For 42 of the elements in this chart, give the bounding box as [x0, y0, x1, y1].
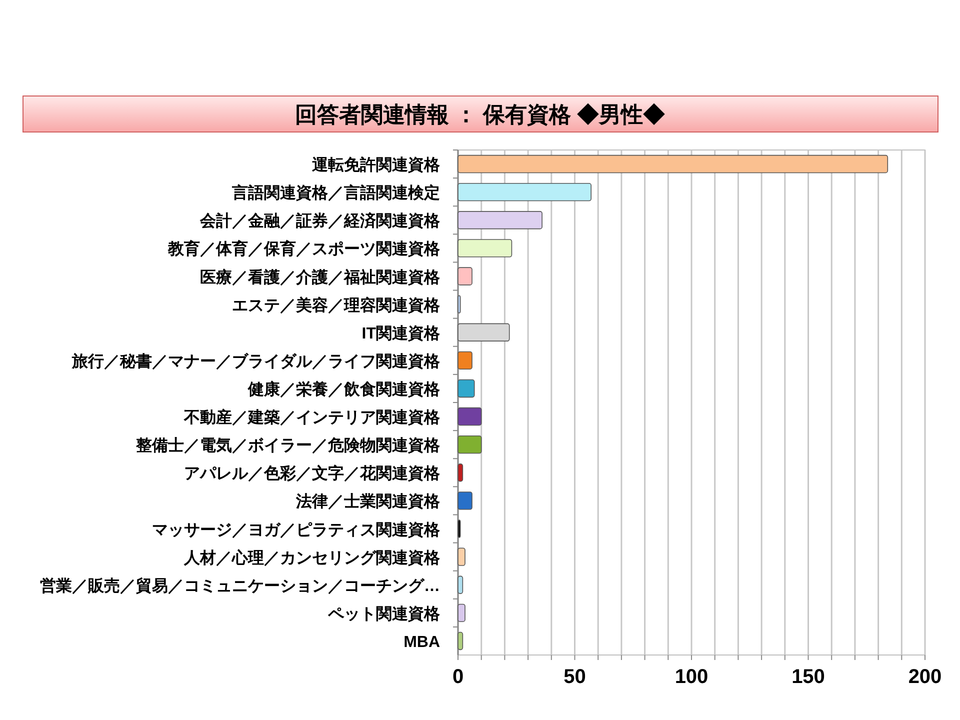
y-tick-label: 医療／看護／介護／福祉関連資格: [200, 268, 441, 286]
bar: [458, 211, 542, 230]
y-tick-label: IT関連資格: [362, 324, 441, 342]
y-tick-label: 会計／金融／証券／経済関連資格: [199, 211, 441, 230]
bar: [458, 239, 512, 258]
y-tick-label: 不動産／建築／インテリア関連資格: [183, 408, 441, 427]
bar: [458, 182, 592, 202]
bar: [458, 464, 464, 482]
bar: [458, 154, 888, 174]
x-tick-label: 100: [674, 666, 708, 688]
bar: [458, 632, 464, 650]
y-tick-label: 営業／販売／貿易／コミュニケーション／コーチング…: [40, 576, 440, 595]
bar: [458, 379, 475, 398]
bar: [458, 604, 466, 622]
y-tick-label: アパレル／色彩／文字／花関連資格: [184, 464, 441, 483]
bar: [458, 323, 510, 342]
y-tick-label: 教育／体育／保育／スポーツ関連資格: [167, 239, 441, 258]
y-tick-label: ペット関連資格: [327, 604, 441, 623]
y-tick-label: 健康／栄養／飲食関連資格: [247, 380, 441, 398]
bar: [458, 548, 466, 566]
x-tick-label: 200: [908, 666, 942, 688]
y-tick-label: マッサージ／ヨガ／ピラティス関連資格: [152, 520, 441, 539]
chart-title: 回答者関連情報 ： 保有資格 ◆男性◆: [294, 102, 666, 127]
bar: [458, 267, 472, 286]
bar: [458, 492, 472, 510]
x-tick-label: 0: [452, 666, 464, 688]
x-tick-label: 50: [564, 666, 586, 688]
bar: [458, 295, 461, 314]
y-tick-label: 法律／士業関連資格: [295, 492, 441, 511]
bar: [458, 435, 482, 454]
y-tick-label: 人材／心理／カンセリング関連資格: [183, 548, 441, 567]
y-tick-label: 運転免許関連資格: [311, 156, 441, 174]
y-tick-label: 整備士／電気／ボイラー／危険物関連資格: [135, 436, 441, 455]
bar: [458, 407, 482, 426]
y-tick-label: エステ／美容／理容関連資格: [232, 295, 441, 314]
bar: [458, 520, 461, 538]
y-tick-label: MBA: [404, 634, 440, 651]
y-tick-label: 旅行／秘書／マナー／ブライダル／ライフ関連資格: [71, 352, 441, 370]
bar: [458, 351, 472, 370]
y-tick-label: 言語関連資格／言語関連検定: [231, 183, 440, 202]
x-tick-label: 150: [792, 666, 825, 688]
bar: [458, 576, 464, 594]
